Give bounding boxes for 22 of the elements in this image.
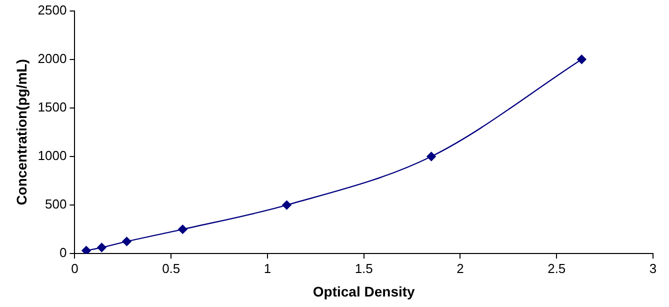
- x-tick-label: 3: [649, 260, 657, 276]
- point: [282, 200, 292, 210]
- point: [426, 152, 436, 162]
- x-tick-label: 1: [264, 260, 272, 276]
- y-tick-label: 2000: [38, 50, 67, 66]
- y-tick-label: 1500: [38, 100, 67, 114]
- y-tick-label: 0: [59, 245, 67, 260]
- point: [122, 236, 132, 246]
- y-tick-label: 500: [45, 196, 67, 212]
- y-tick-label: 1000: [38, 148, 67, 164]
- x-tick-label: 2: [456, 260, 464, 276]
- point: [577, 54, 586, 64]
- x-tick-label: 1.5: [354, 260, 373, 276]
- point: [178, 224, 188, 234]
- x-tick-label: 2.5: [548, 260, 566, 276]
- y-tick-label: 2500: [38, 2, 67, 18]
- point: [97, 242, 106, 252]
- point: [82, 246, 91, 254]
- y-axis-title: Concentration(pg/mL): [13, 59, 30, 206]
- x-tick-label: 0.5: [162, 260, 180, 276]
- x-axis-title: Optical Density: [312, 283, 416, 300]
- x-tick-label: 0: [71, 260, 78, 276]
